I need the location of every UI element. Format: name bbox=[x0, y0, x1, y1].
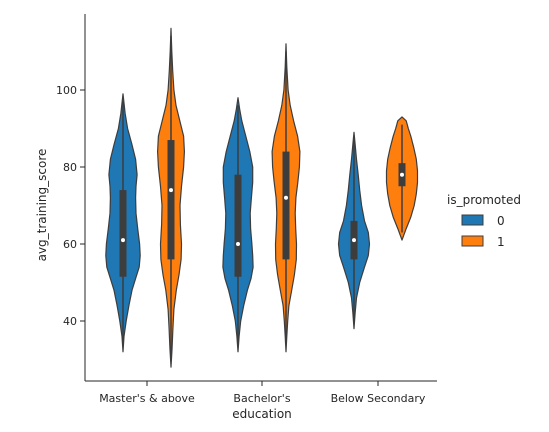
violin-0-2 bbox=[337, 131, 371, 330]
legend-title: is_promoted bbox=[447, 193, 521, 207]
x-tick-label: Below Secondary bbox=[331, 392, 426, 405]
x-ticks: Master's & above Bachelor's Below Secondar… bbox=[99, 381, 426, 405]
legend-swatch bbox=[461, 214, 484, 226]
y-tick-label: 100 bbox=[56, 84, 77, 97]
y-ticks: 40 60 80 100 bbox=[56, 84, 85, 328]
y-tick-label: 40 bbox=[63, 315, 77, 328]
violin-0-0 bbox=[105, 93, 141, 353]
legend-label: 0 bbox=[497, 214, 505, 228]
violin-iqr-box bbox=[167, 140, 175, 260]
legend-entries: 01 bbox=[461, 214, 505, 249]
violin-median-dot bbox=[121, 238, 125, 243]
y-tick-label: 60 bbox=[63, 238, 77, 251]
violin-iqr-box bbox=[234, 174, 242, 277]
violin-median-dot bbox=[352, 238, 356, 243]
violin-median-dot bbox=[236, 242, 240, 246]
y-tick-label: 80 bbox=[63, 161, 77, 174]
violin-0-1 bbox=[222, 97, 254, 353]
x-tick-label: Bachelor's bbox=[233, 392, 290, 405]
x-tick-label: Master's & above bbox=[99, 392, 195, 405]
legend-label: 1 bbox=[497, 235, 505, 249]
violin-median-dot bbox=[400, 172, 404, 177]
violin-1-2 bbox=[385, 116, 419, 241]
violins-layer bbox=[105, 27, 419, 368]
violin-iqr-box bbox=[119, 190, 127, 277]
legend: is_promoted 01 bbox=[447, 193, 521, 249]
x-axis-label: education bbox=[232, 407, 292, 421]
violin-median-dot bbox=[284, 195, 288, 200]
violin-1-1 bbox=[271, 43, 301, 353]
y-axis-label: avg_training_score bbox=[35, 149, 49, 262]
legend-swatch bbox=[461, 235, 484, 247]
violin-iqr-box bbox=[282, 151, 290, 260]
axes-layer: 40 60 80 100 Master's & above Bachelor's Belo… bbox=[35, 14, 437, 421]
violin-median-dot bbox=[169, 188, 173, 193]
violin-1-0 bbox=[157, 27, 185, 368]
